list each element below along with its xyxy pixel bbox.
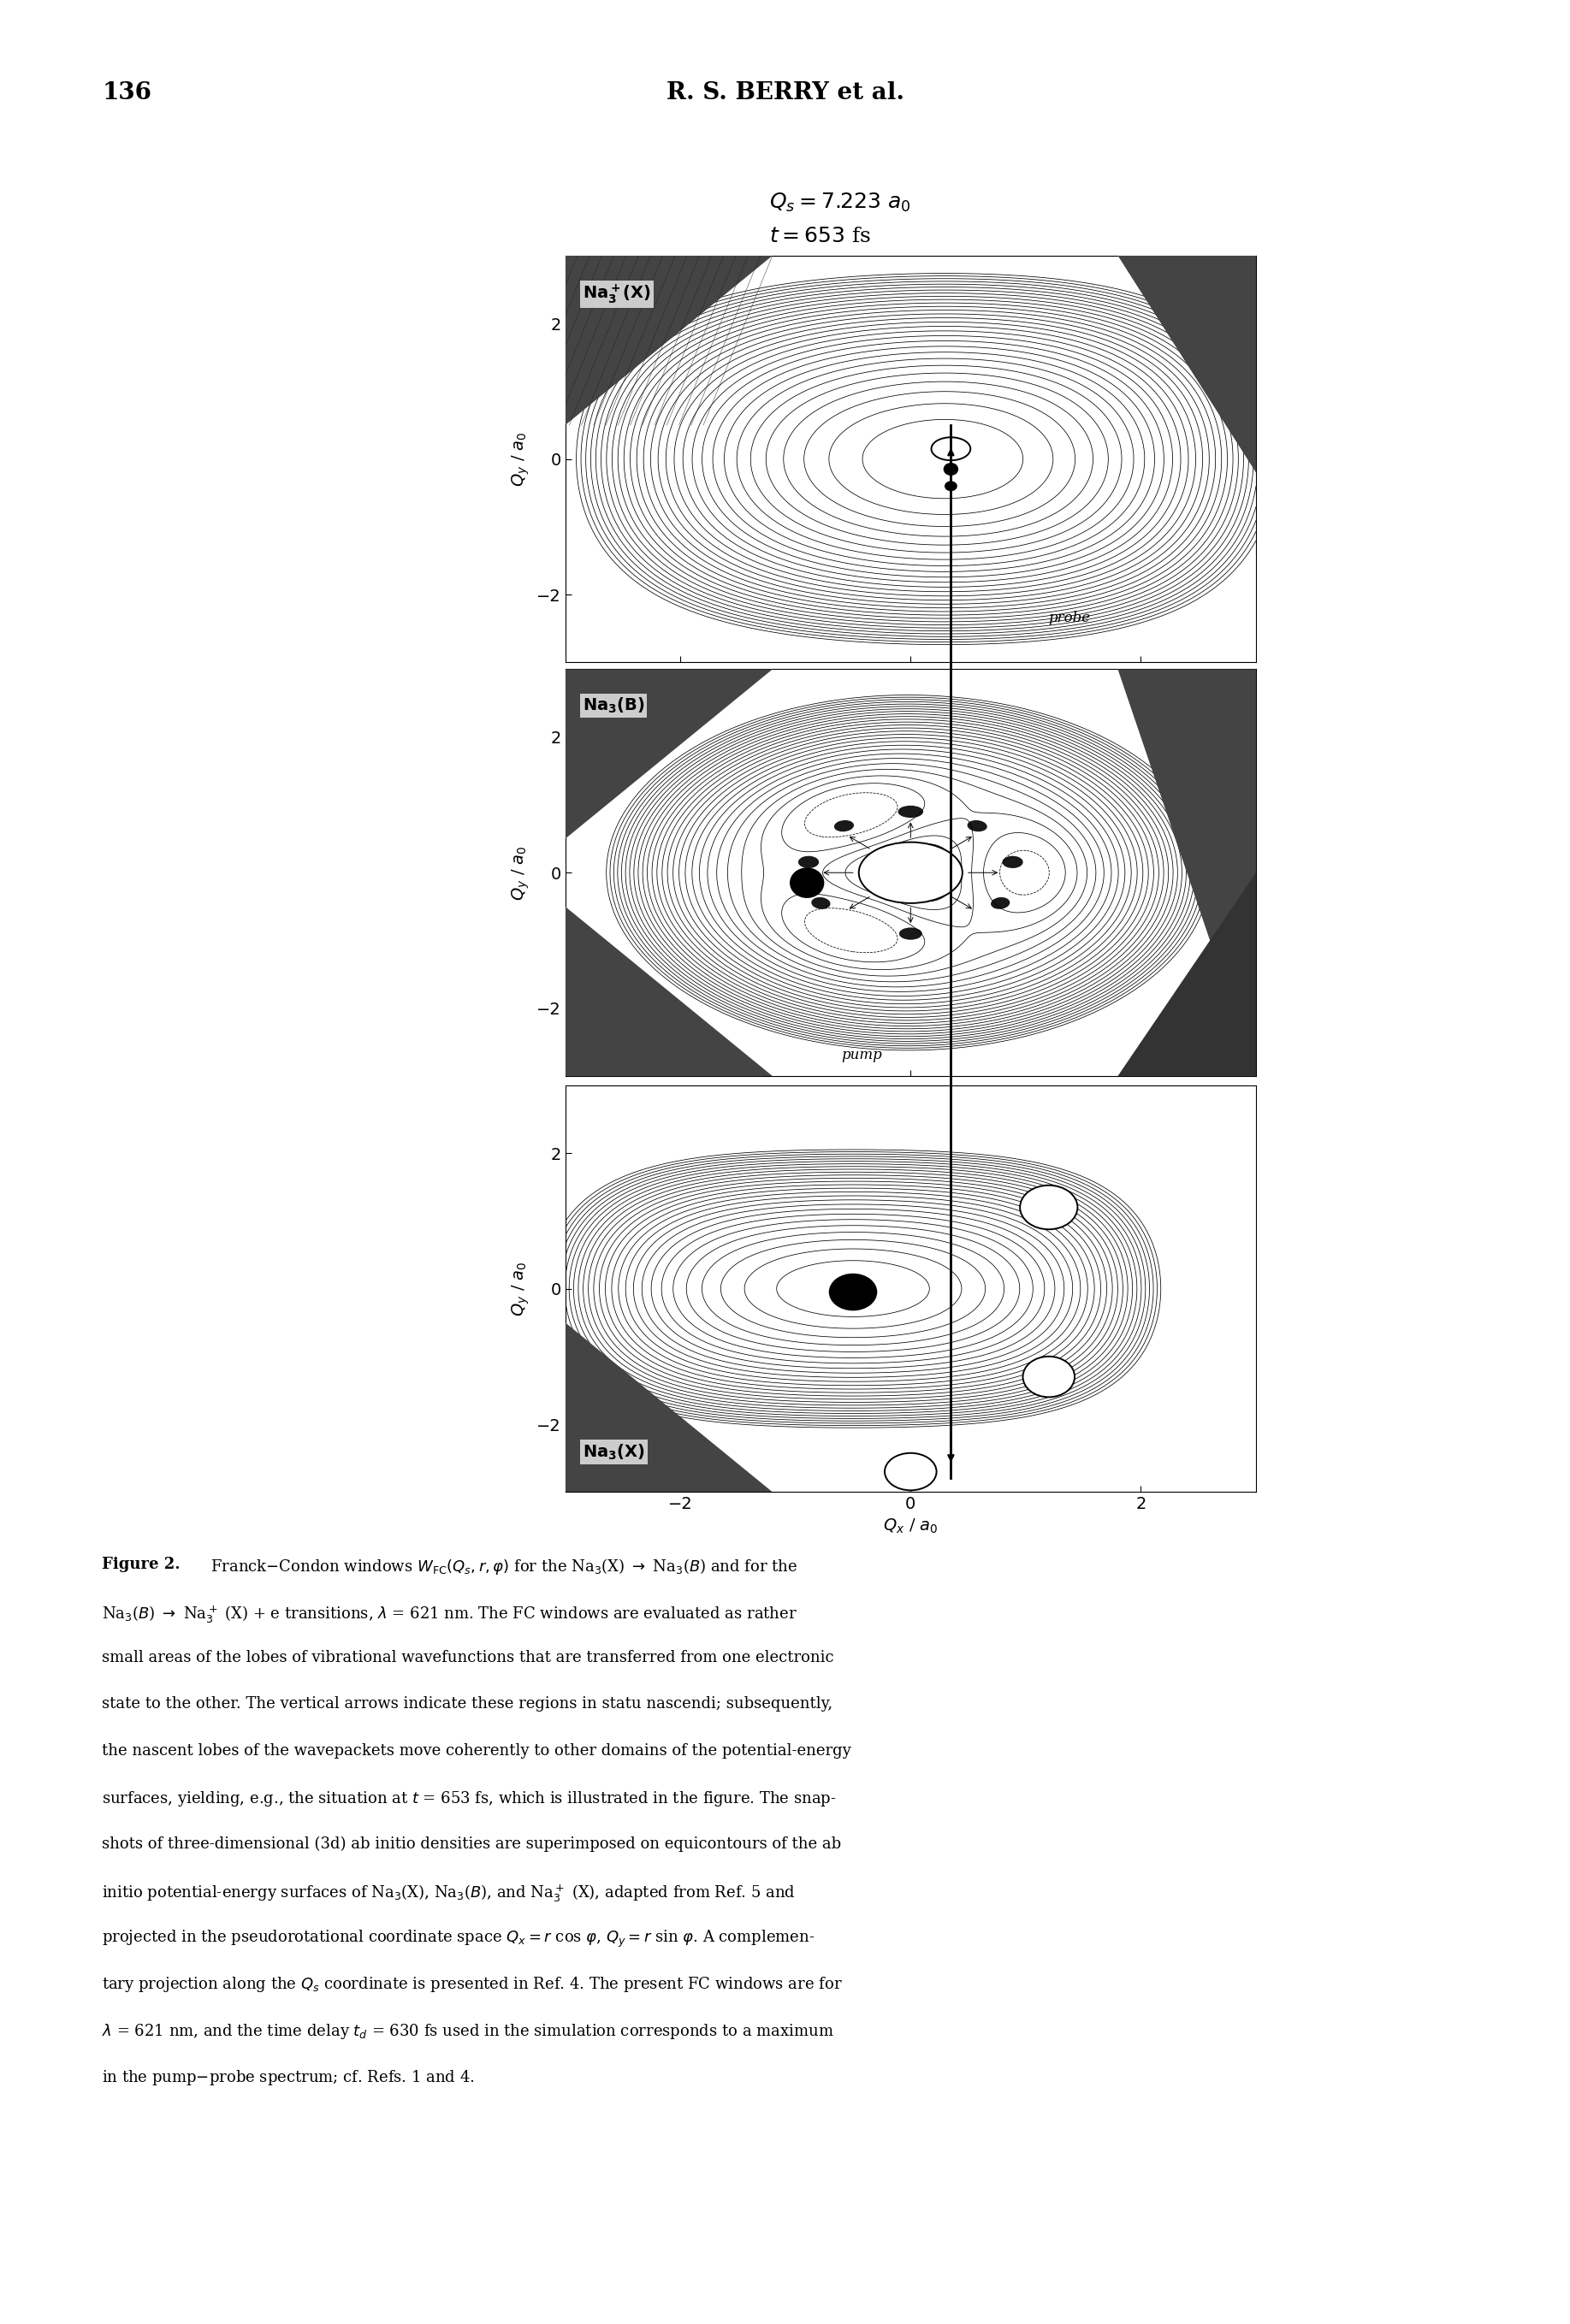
Circle shape <box>931 437 970 460</box>
Text: small areas of the lobes of vibrational wavefunctions that are transferred from : small areas of the lobes of vibrational … <box>102 1650 834 1666</box>
Polygon shape <box>1118 669 1256 1076</box>
Ellipse shape <box>829 1274 878 1311</box>
Text: $\mathbf{Na_3(B)}$: $\mathbf{Na_3(B)}$ <box>582 697 645 716</box>
Text: R. S. BERRY et al.: R. S. BERRY et al. <box>666 81 904 105</box>
Text: pump: pump <box>842 1048 882 1062</box>
Ellipse shape <box>991 897 1010 909</box>
Text: $t = 653$ fs: $t = 653$ fs <box>769 228 871 246</box>
Ellipse shape <box>945 481 958 490</box>
Y-axis label: $Q_y$ / $a_0$: $Q_y$ / $a_0$ <box>510 846 532 899</box>
Text: initio potential-energy surfaces of Na$_3$(X), Na$_3$($B$), and Na$_3^+$ (X), ad: initio potential-energy surfaces of Na$_… <box>102 1882 796 1903</box>
Ellipse shape <box>1002 855 1024 869</box>
Ellipse shape <box>798 855 820 869</box>
Y-axis label: $Q_y$ / $a_0$: $Q_y$ / $a_0$ <box>510 432 532 486</box>
Text: Na$_3$($B$) $\rightarrow$ Na$_3^+$ (X) + e transitions, $\lambda$ = 621 nm. The : Na$_3$($B$) $\rightarrow$ Na$_3^+$ (X) +… <box>102 1604 798 1624</box>
Text: projected in the pseudorotational coordinate space $Q_x = r$ cos $\varphi$, $Q_y: projected in the pseudorotational coordi… <box>102 1929 815 1950</box>
Text: $\mathbf{Na_3(X)}$: $\mathbf{Na_3(X)}$ <box>582 1443 645 1462</box>
Polygon shape <box>565 1322 772 1492</box>
Ellipse shape <box>1020 1185 1077 1229</box>
Ellipse shape <box>944 462 958 476</box>
Polygon shape <box>565 669 772 839</box>
Y-axis label: $Q_y$ / $a_0$: $Q_y$ / $a_0$ <box>510 1262 532 1315</box>
Ellipse shape <box>834 820 854 832</box>
Text: 136: 136 <box>102 81 152 105</box>
Circle shape <box>859 841 962 904</box>
Ellipse shape <box>898 806 923 818</box>
Text: tary projection along the $Q_s$ coordinate is presented in Ref. 4. The present F: tary projection along the $Q_s$ coordina… <box>102 1975 843 1994</box>
Text: Franck$-$Condon windows $W_{\rm FC}(Q_s, r, \varphi)$ for the Na$_3$(X) $\righta: Franck$-$Condon windows $W_{\rm FC}(Q_s,… <box>201 1557 798 1576</box>
Polygon shape <box>1118 256 1256 472</box>
X-axis label: $Q_x$ / $a_0$: $Q_x$ / $a_0$ <box>882 1518 939 1536</box>
Text: shots of three-dimensional (3d) ab initio densities are superimposed on equicont: shots of three-dimensional (3d) ab initi… <box>102 1836 842 1852</box>
Text: state to the other. The vertical arrows indicate these regions in statu nascendi: state to the other. The vertical arrows … <box>102 1697 832 1713</box>
Text: probe: probe <box>1049 611 1091 625</box>
Text: $\mathbf{Na_3^+(X)}$: $\mathbf{Na_3^+(X)}$ <box>582 284 652 307</box>
Text: the nascent lobes of the wavepackets move coherently to other domains of the pot: the nascent lobes of the wavepackets mov… <box>102 1743 851 1759</box>
Ellipse shape <box>967 820 988 832</box>
Polygon shape <box>565 906 772 1076</box>
Ellipse shape <box>812 897 831 909</box>
Polygon shape <box>565 256 772 425</box>
Text: surfaces, yielding, e.g., the situation at $t$ = 653 fs, which is illustrated in: surfaces, yielding, e.g., the situation … <box>102 1789 837 1808</box>
Ellipse shape <box>790 867 824 897</box>
Ellipse shape <box>900 927 922 939</box>
Text: $Q_s = 7.223\ a_0$: $Q_s = 7.223\ a_0$ <box>769 191 911 214</box>
Text: $\lambda$ = 621 nm, and the time delay $t_d$ = 630 fs used in the simulation cor: $\lambda$ = 621 nm, and the time delay $… <box>102 2022 834 2040</box>
Text: Figure 2.: Figure 2. <box>102 1557 181 1573</box>
Ellipse shape <box>1024 1357 1074 1397</box>
Polygon shape <box>1118 874 1256 1076</box>
Ellipse shape <box>885 1452 936 1490</box>
Text: in the pump$-$probe spectrum; cf. Refs. 1 and 4.: in the pump$-$probe spectrum; cf. Refs. … <box>102 2068 474 2087</box>
